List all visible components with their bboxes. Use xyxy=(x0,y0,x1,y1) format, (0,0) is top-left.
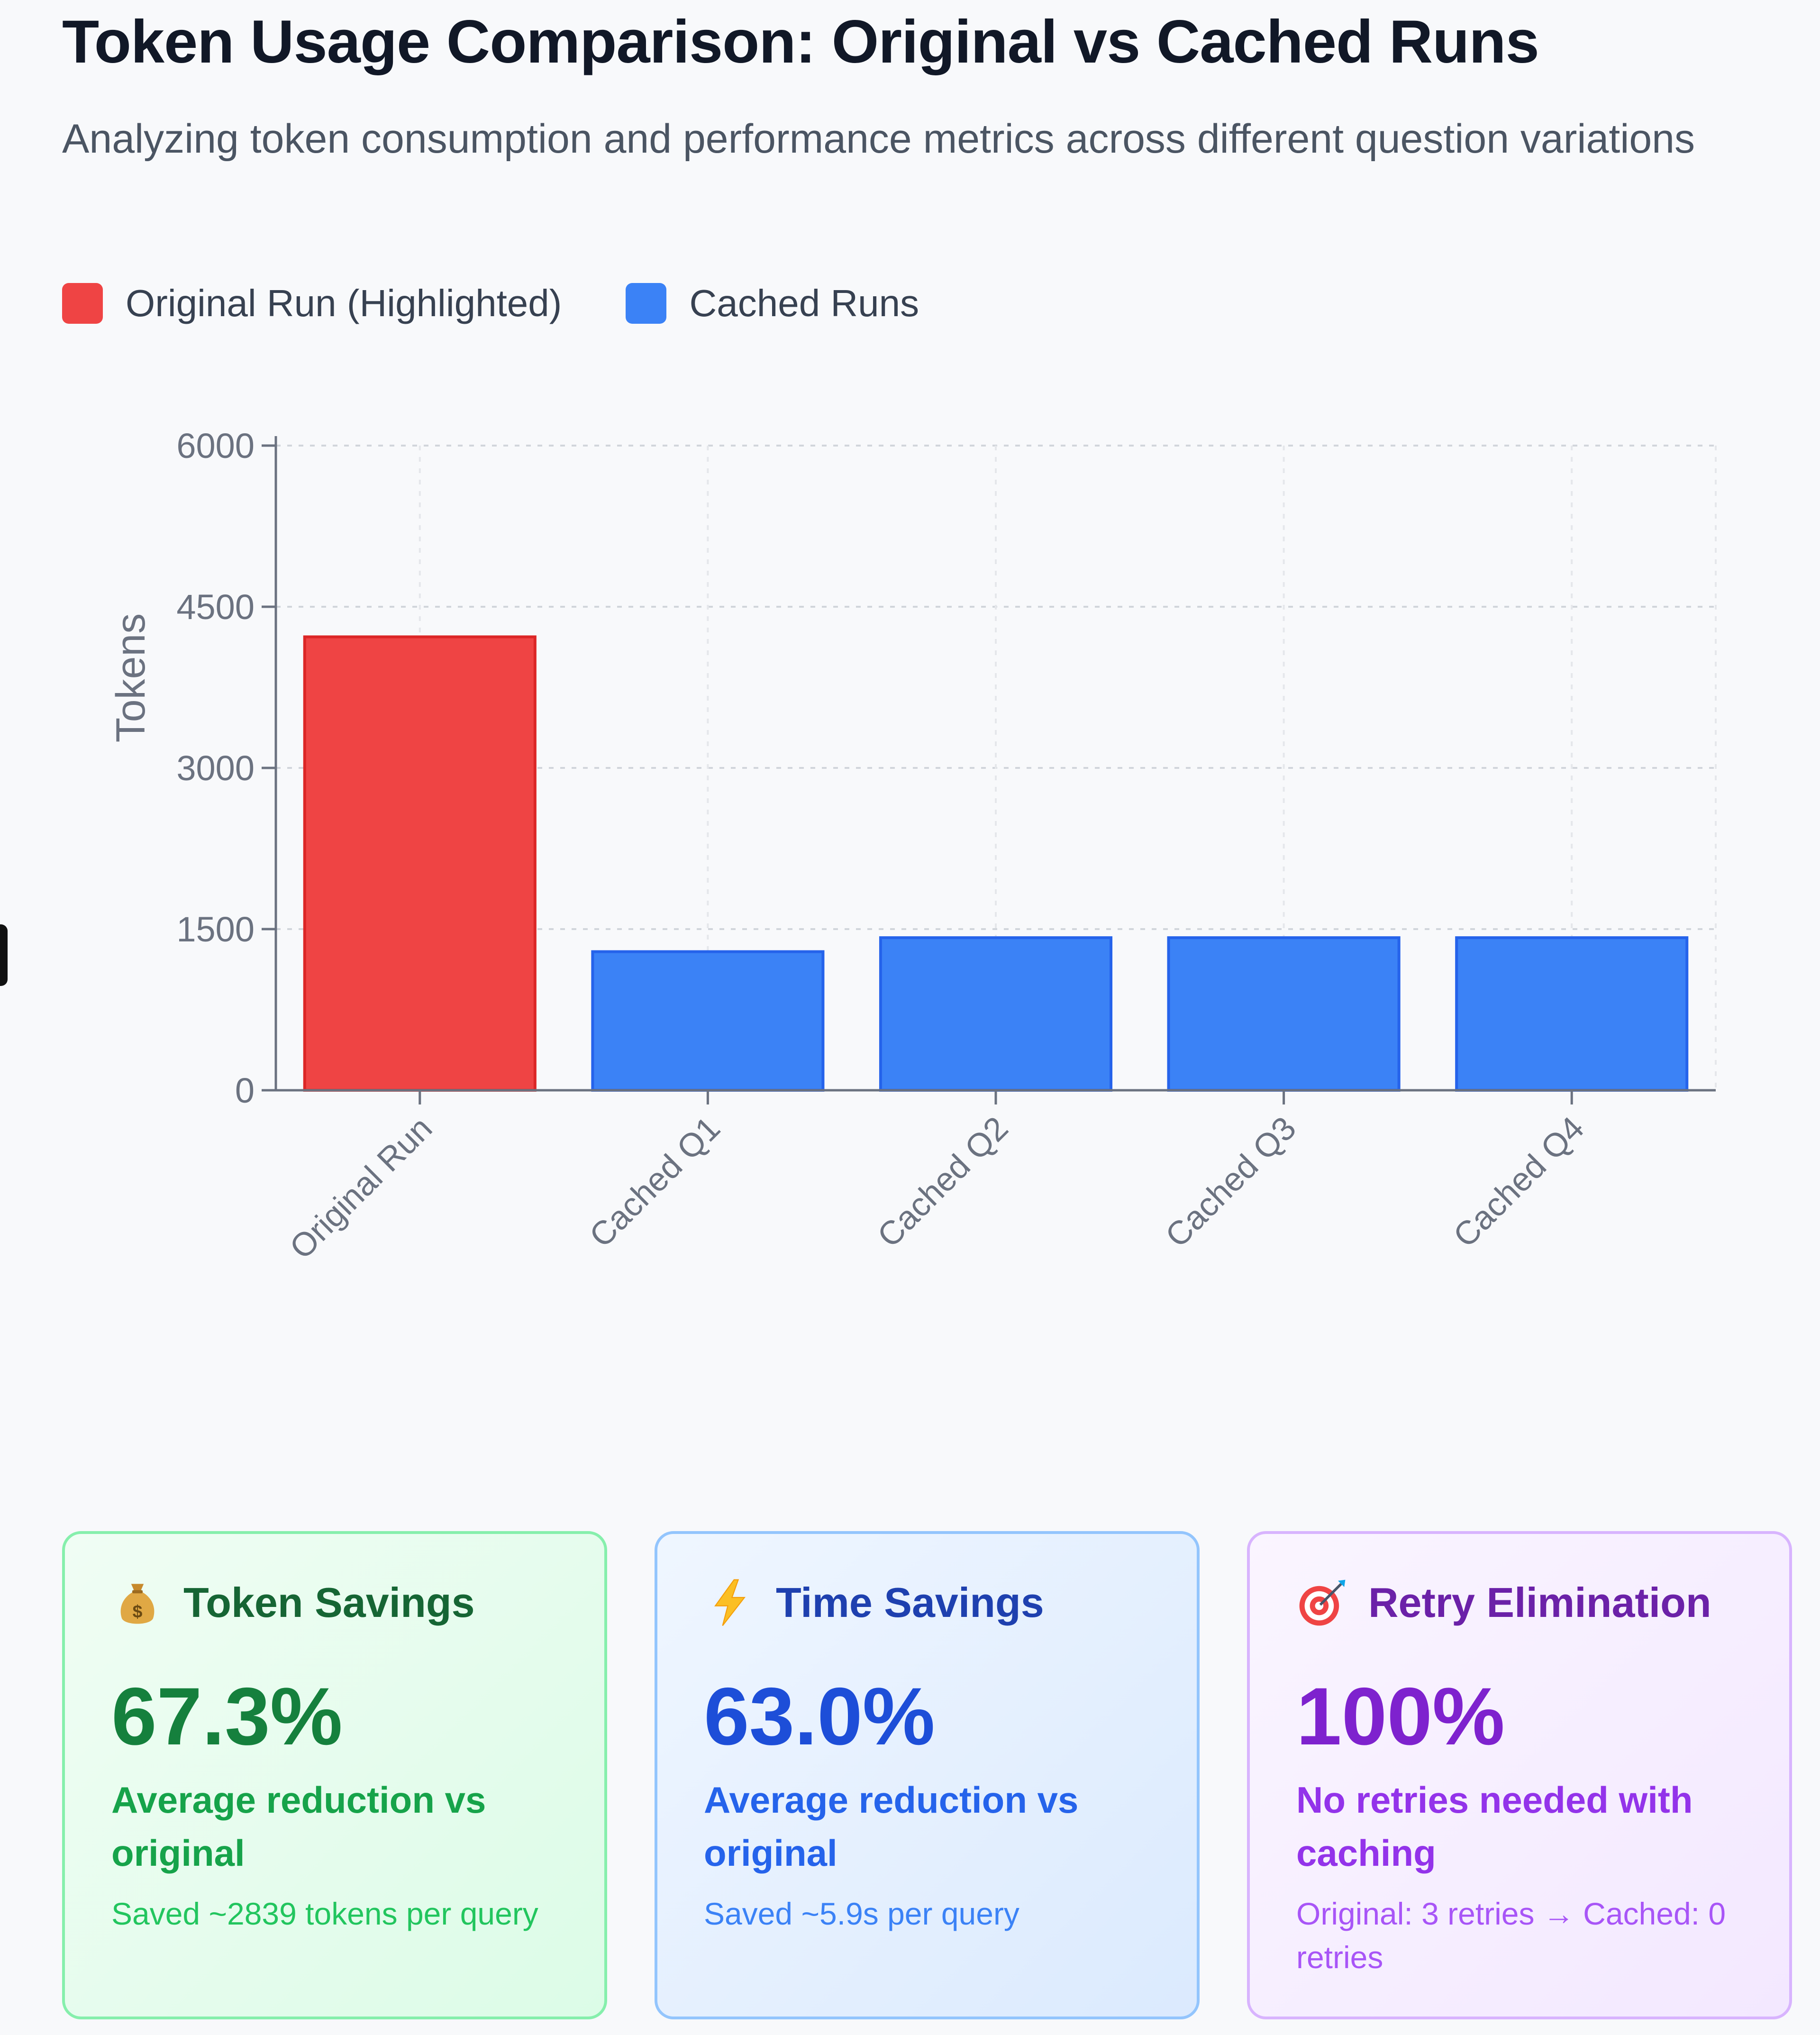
card-retry-elimination-title: Retry Elimination xyxy=(1368,1579,1711,1626)
y-tick-label-3: 4500 xyxy=(176,587,255,627)
money-bag-icon: $ xyxy=(120,1584,155,1624)
bar-chart: 0 1500 3000 4500 6000 Original Run Cached Q1 Ca… xyxy=(108,426,1717,1266)
card-token-savings-header: $ Token Savings xyxy=(111,1577,475,1629)
card-retry-elimination: Retry Elimination 100% No retries needed… xyxy=(1247,1531,1792,2019)
legend-swatch-cached xyxy=(626,283,667,324)
page-subtitle: Analyzing token consumption and performa… xyxy=(62,116,1695,162)
bar-original-run xyxy=(303,635,537,1092)
card-time-savings-note: Saved ~5.9s per query xyxy=(704,1896,1019,1931)
card-time-savings: Time Savings 63.0% Average reduction vs … xyxy=(655,1531,1200,2019)
card-retry-elimination-description: No retries needed with caching xyxy=(1296,1779,1693,1874)
card-token-savings-title: Token Savings xyxy=(183,1579,475,1626)
card-time-savings-value: 63.0% xyxy=(704,1671,935,1762)
y-tick-label-4: 6000 xyxy=(176,426,255,465)
svg-text:$: $ xyxy=(133,1601,143,1621)
y-tick-label-0: 0 xyxy=(235,1071,255,1110)
y-tick-label-1: 1500 xyxy=(176,910,255,949)
y-tick-label-2: 3000 xyxy=(176,748,255,788)
card-token-savings-description: Average reduction vs original xyxy=(111,1779,486,1874)
card-token-savings-note: Saved ~2839 tokens per query xyxy=(111,1896,538,1931)
x-tick-label-4: Cached Q4 xyxy=(1446,1109,1591,1254)
legend-item-original[interactable]: Original Run (Highlighted) xyxy=(62,282,562,325)
legend-label-cached: Cached Runs xyxy=(689,282,919,324)
chart-legend: Original Run (Highlighted) Cached Runs xyxy=(62,277,983,329)
card-retry-elimination-header: Retry Elimination xyxy=(1296,1577,1711,1629)
x-tick-label-3: Cached Q3 xyxy=(1158,1109,1303,1254)
bar-cached-q1 xyxy=(591,950,825,1092)
side-drag-handle[interactable] xyxy=(0,924,8,986)
card-time-savings-title: Time Savings xyxy=(776,1579,1044,1626)
card-retry-elimination-note: Original: 3 retries → Cached: 0 retries xyxy=(1296,1896,1726,1975)
card-token-savings: $ Token Savings 67.3% Average reduction … xyxy=(62,1531,607,2019)
y-axis-title: Tokens xyxy=(108,613,154,743)
x-tick-label-2: Cached Q2 xyxy=(870,1109,1015,1254)
x-tick-label-1: Cached Q1 xyxy=(582,1109,727,1254)
x-tick-label-0: Original Run xyxy=(282,1109,439,1266)
card-token-savings-value: 67.3% xyxy=(111,1671,343,1762)
lightning-icon xyxy=(714,1579,746,1626)
card-time-savings-description: Average reduction vs original xyxy=(704,1779,1079,1874)
target-icon xyxy=(1299,1579,1346,1626)
legend-label-original: Original Run (Highlighted) xyxy=(126,282,562,324)
bar-cached-q4 xyxy=(1455,936,1689,1092)
legend-item-cached[interactable]: Cached Runs xyxy=(626,282,919,325)
card-retry-elimination-value: 100% xyxy=(1296,1671,1505,1762)
page-title: Token Usage Comparison: Original vs Cach… xyxy=(62,8,1539,76)
card-time-savings-header: Time Savings xyxy=(704,1577,1044,1629)
bar-cached-q3 xyxy=(1167,936,1401,1092)
bar-cached-q2 xyxy=(879,936,1113,1092)
legend-swatch-original xyxy=(62,283,103,324)
